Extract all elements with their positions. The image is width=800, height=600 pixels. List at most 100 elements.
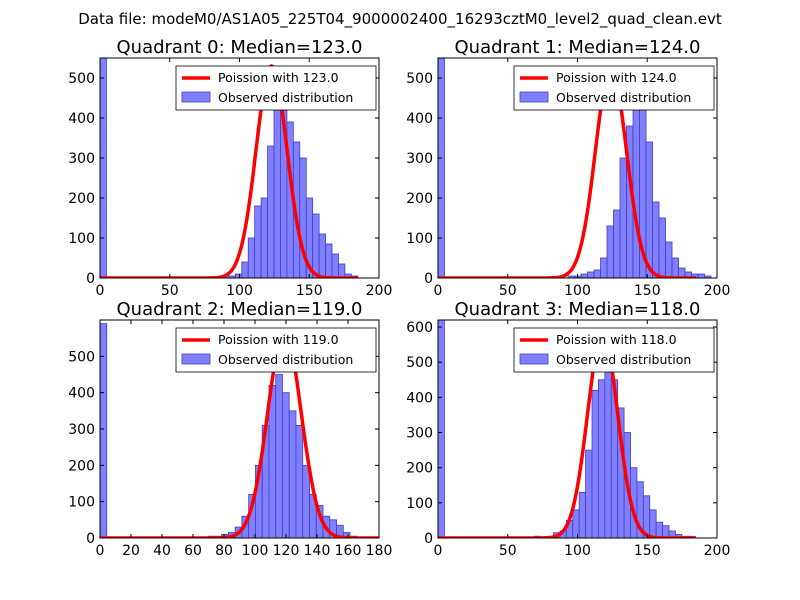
histogram-bar (585, 449, 593, 538)
y-tick-label: 600 (406, 320, 433, 336)
histogram-bar (613, 209, 621, 278)
legend-label-observed: Observed distribution (218, 352, 353, 367)
histogram-bar (600, 257, 608, 278)
histogram-bar (338, 263, 346, 278)
legend-box (175, 327, 377, 373)
histogram-bar (312, 213, 320, 278)
histogram-bar (593, 269, 601, 278)
histogram-bar (587, 271, 595, 278)
x-tick-label: 100 (242, 543, 269, 559)
y-tick-label: 200 (68, 458, 95, 474)
y-tick-label: 0 (86, 531, 95, 547)
histogram-bar (100, 323, 108, 538)
histogram-bar (302, 464, 310, 538)
legend-bar-swatch (519, 353, 549, 365)
panel-quadrant-3: 0 50 100 150 200 0 100 200 300 400 500 600 Quadrant … (406, 299, 730, 559)
x-tick-label: 200 (366, 283, 393, 299)
histogram-bar (598, 379, 606, 538)
y-tick-label: 100 (406, 496, 433, 512)
histogram-bar (273, 109, 281, 278)
y-tick-label: 200 (406, 461, 433, 477)
y-tick-label: 500 (406, 71, 433, 87)
x-tick-label: 200 (704, 543, 731, 559)
legend: Poission with 123.0 Observed distribution (175, 65, 377, 111)
y-tick-label: 100 (68, 495, 95, 511)
histogram-bar (655, 521, 663, 538)
panel-quadrant-2: 0 20 40 60 80 100 120 140 160 1800100200300400500… (68, 299, 392, 559)
legend-label-observed: Observed distribution (218, 90, 353, 105)
plot-content (100, 58, 359, 278)
y-tick-label: 300 (68, 422, 95, 438)
x-tick-label: 0 (434, 283, 443, 299)
figure-suptitle: Data file: modeM0/AS1A05_225T04_90000024… (78, 10, 722, 29)
legend: Poission with 119.0 Observed distribution (175, 327, 377, 373)
histogram-bar (247, 237, 256, 278)
histogram-bar (649, 509, 657, 538)
histogram-bar (578, 491, 586, 538)
legend-label-poisson: Poission with 124.0 (556, 70, 677, 85)
histogram-bar (100, 58, 107, 278)
histogram-bar (606, 225, 614, 278)
histogram-bar (604, 354, 612, 538)
poisson-curve (100, 330, 379, 538)
histogram-bar (260, 197, 268, 278)
histogram-bar (665, 241, 673, 278)
histogram-bar (645, 141, 653, 278)
histogram-bar (697, 273, 705, 278)
x-tick-label: 0 (96, 543, 105, 559)
plot-content (438, 58, 712, 278)
x-tick-label: 200 (704, 283, 731, 299)
plot-content (100, 323, 379, 538)
panel-title: Quadrant 0: Median=123.0 (117, 37, 363, 58)
panel-quadrant-0: 0 50 100 150 200 0 100 200 300 400 500 Quadrant 0: … (68, 37, 392, 299)
legend-box (513, 65, 715, 111)
histogram-bar (438, 58, 445, 278)
x-tick-label: 100 (226, 283, 253, 299)
histogram-bar (331, 253, 339, 278)
poisson-curve (438, 65, 697, 278)
x-tick-label: 50 (499, 543, 517, 559)
x-tick-label: 20 (122, 543, 140, 559)
histogram-bar (572, 509, 580, 538)
histogram-bar (241, 261, 249, 278)
legend: Poission with 118.0 Observed distribution (513, 327, 715, 373)
y-tick-label: 0 (424, 271, 433, 287)
y-tick-label: 500 (406, 355, 433, 371)
x-tick-label: 100 (564, 543, 591, 559)
x-tick-label: 60 (184, 543, 202, 559)
legend-box (175, 65, 377, 111)
legend-label-observed: Observed distribution (556, 352, 691, 367)
x-tick-label: 100 (564, 283, 591, 299)
x-tick-label: 150 (634, 283, 661, 299)
x-tick-label: 50 (161, 283, 179, 299)
x-tick-label: 50 (499, 283, 517, 299)
histogram-bar (282, 392, 290, 538)
y-tick-label: 300 (68, 151, 95, 167)
plot-content (438, 320, 697, 538)
legend: Poission with 124.0 Observed distribution (513, 65, 715, 111)
histogram-bar (658, 217, 666, 278)
poisson-curve (100, 63, 359, 278)
y-tick-label: 0 (424, 531, 433, 547)
x-tick-label: 0 (434, 543, 443, 559)
x-tick-label: 140 (304, 543, 331, 559)
histogram-bar (591, 389, 599, 538)
legend-label-observed: Observed distribution (556, 90, 691, 105)
histogram-bar (295, 424, 304, 538)
legend-label-poisson: Poission with 118.0 (556, 332, 677, 347)
y-tick-label: 100 (406, 231, 433, 247)
x-tick-label: 150 (634, 543, 661, 559)
y-tick-label: 100 (68, 231, 95, 247)
legend-bar-swatch (181, 353, 211, 365)
legend-bar-swatch (519, 91, 549, 103)
histogram-bar (671, 257, 679, 278)
panel-title: Quadrant 1: Median=124.0 (455, 37, 701, 58)
y-tick-label: 500 (68, 349, 95, 365)
y-tick-label: 400 (68, 111, 95, 127)
histogram-bar (325, 243, 333, 278)
histogram-bar (288, 410, 297, 538)
histogram-bar (619, 157, 627, 278)
histogram-bar (580, 273, 588, 278)
